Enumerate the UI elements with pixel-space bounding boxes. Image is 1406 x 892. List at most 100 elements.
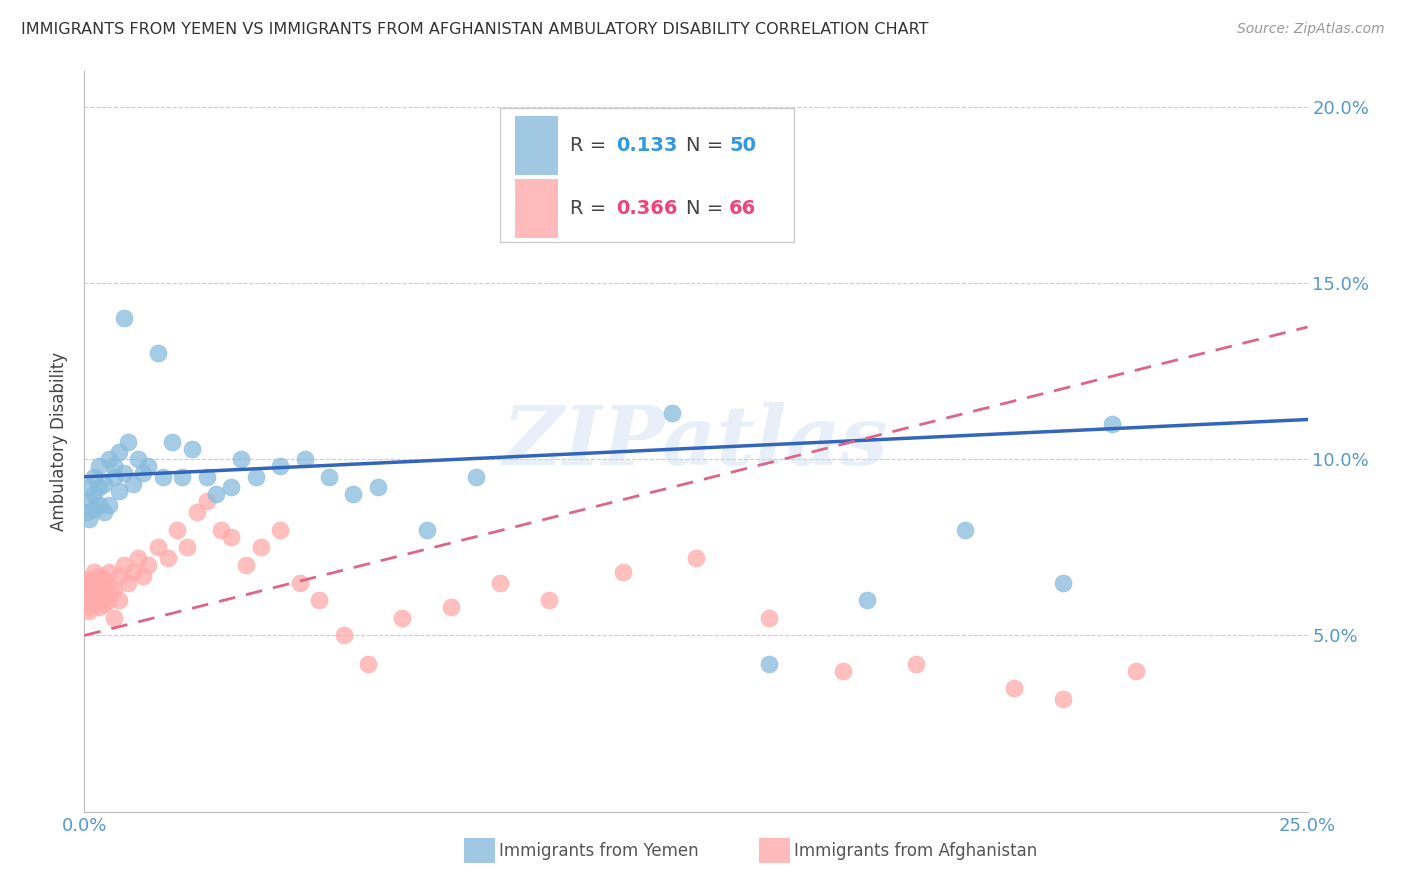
Point bbox=[205, 487, 228, 501]
Point bbox=[77, 494, 100, 508]
Point bbox=[77, 604, 100, 618]
Point bbox=[112, 558, 135, 572]
Point bbox=[77, 572, 100, 586]
Point bbox=[122, 565, 145, 579]
FancyBboxPatch shape bbox=[501, 109, 794, 242]
Text: 0.133: 0.133 bbox=[616, 136, 678, 155]
Point bbox=[83, 579, 105, 593]
Point bbox=[87, 593, 110, 607]
Point bbox=[294, 452, 316, 467]
Point bbox=[1101, 417, 1123, 431]
Point bbox=[856, 593, 879, 607]
Text: R =: R = bbox=[569, 136, 613, 155]
Point bbox=[661, 406, 683, 420]
Point bbox=[905, 657, 928, 671]
Point bbox=[112, 311, 135, 326]
Point bbox=[1125, 664, 1147, 678]
Point bbox=[562, 187, 585, 202]
Point bbox=[685, 550, 707, 565]
Point bbox=[146, 541, 169, 555]
Point bbox=[103, 582, 125, 597]
Point bbox=[513, 153, 536, 167]
Text: 0.366: 0.366 bbox=[616, 199, 678, 218]
Point bbox=[77, 593, 100, 607]
Point bbox=[107, 445, 129, 459]
Text: R =: R = bbox=[569, 199, 613, 218]
Text: Immigrants from Afghanistan: Immigrants from Afghanistan bbox=[794, 842, 1038, 860]
Point bbox=[136, 459, 159, 474]
Point bbox=[162, 434, 184, 449]
Point bbox=[1002, 681, 1025, 696]
Point bbox=[219, 480, 242, 494]
Point bbox=[186, 505, 208, 519]
Point bbox=[83, 586, 105, 600]
Text: N =: N = bbox=[686, 199, 730, 218]
Point bbox=[87, 480, 110, 494]
Text: Immigrants from Yemen: Immigrants from Yemen bbox=[499, 842, 699, 860]
Point bbox=[75, 575, 97, 590]
Point bbox=[107, 568, 129, 582]
Point bbox=[117, 434, 139, 449]
Point bbox=[76, 582, 98, 597]
Point bbox=[83, 487, 105, 501]
Point bbox=[288, 575, 311, 590]
Point bbox=[127, 550, 149, 565]
Point bbox=[195, 494, 218, 508]
Point bbox=[357, 657, 380, 671]
Point bbox=[97, 565, 120, 579]
Point bbox=[127, 452, 149, 467]
Point bbox=[172, 470, 194, 484]
Text: 50: 50 bbox=[728, 136, 756, 155]
Point bbox=[219, 530, 242, 544]
Point bbox=[87, 582, 110, 597]
Point bbox=[181, 442, 204, 456]
Point bbox=[87, 600, 110, 615]
Point bbox=[83, 593, 105, 607]
Text: ZIPatlas: ZIPatlas bbox=[503, 401, 889, 482]
Point bbox=[332, 628, 354, 642]
Point bbox=[342, 487, 364, 501]
Point bbox=[758, 611, 780, 625]
Point bbox=[318, 470, 340, 484]
Point bbox=[132, 568, 155, 582]
Point bbox=[136, 558, 159, 572]
Point bbox=[464, 470, 486, 484]
Point bbox=[229, 452, 252, 467]
Point bbox=[93, 586, 115, 600]
Point bbox=[249, 541, 271, 555]
Point bbox=[77, 512, 100, 526]
Point bbox=[612, 565, 634, 579]
Point bbox=[87, 568, 110, 582]
Point bbox=[269, 459, 291, 474]
Text: 66: 66 bbox=[728, 199, 756, 218]
Point bbox=[97, 582, 120, 597]
Point bbox=[83, 575, 105, 590]
Point bbox=[83, 565, 105, 579]
Point bbox=[489, 575, 512, 590]
Point bbox=[235, 558, 257, 572]
Text: N =: N = bbox=[686, 136, 730, 155]
Point bbox=[75, 593, 97, 607]
Point bbox=[176, 541, 198, 555]
Point bbox=[77, 480, 100, 494]
Point bbox=[75, 586, 97, 600]
Point bbox=[77, 575, 100, 590]
Point bbox=[77, 597, 100, 611]
Point bbox=[367, 480, 389, 494]
Point bbox=[97, 593, 120, 607]
Text: IMMIGRANTS FROM YEMEN VS IMMIGRANTS FROM AFGHANISTAN AMBULATORY DISABILITY CORRE: IMMIGRANTS FROM YEMEN VS IMMIGRANTS FROM… bbox=[21, 22, 928, 37]
Point bbox=[152, 470, 174, 484]
Point bbox=[117, 575, 139, 590]
Point bbox=[93, 597, 115, 611]
Point bbox=[87, 459, 110, 474]
Point bbox=[166, 523, 188, 537]
Bar bbox=[515, 178, 558, 238]
Point bbox=[440, 600, 463, 615]
Point bbox=[1052, 575, 1074, 590]
Point bbox=[416, 523, 439, 537]
Y-axis label: Ambulatory Disability: Ambulatory Disability bbox=[51, 352, 69, 531]
Point bbox=[831, 664, 853, 678]
Point bbox=[76, 505, 98, 519]
Point bbox=[76, 590, 98, 604]
Point bbox=[107, 593, 129, 607]
